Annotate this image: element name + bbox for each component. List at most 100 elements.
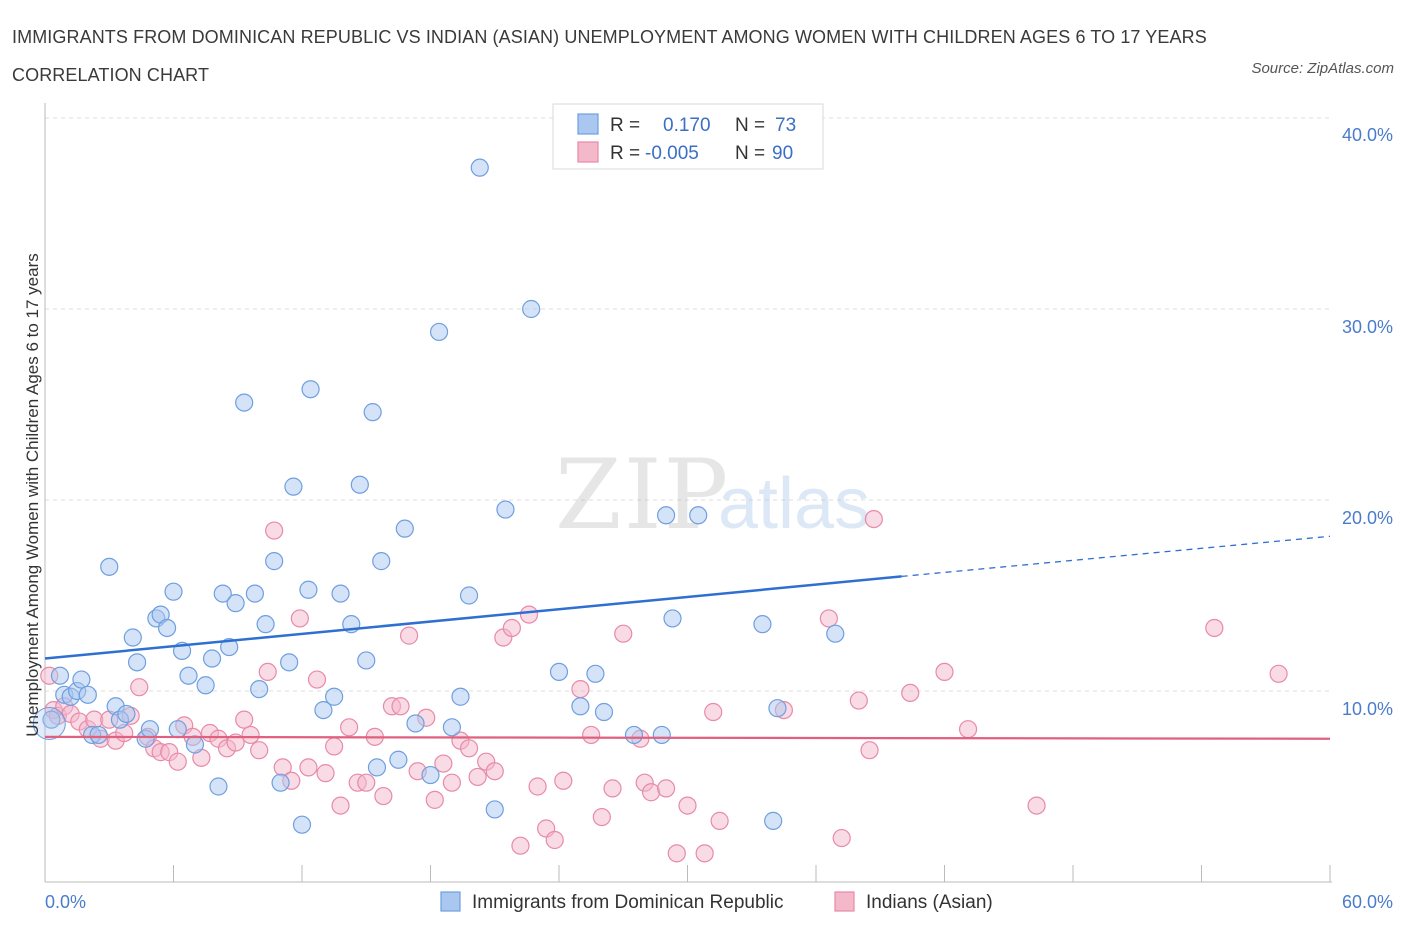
dominican-point: [140, 720, 160, 739]
indians-point: [528, 777, 547, 796]
dominican-point: [32, 706, 66, 740]
indians-point: [1205, 618, 1224, 638]
indians-point: [250, 741, 269, 760]
watermark-atlas: atlas: [718, 464, 870, 544]
dominican-point: [314, 700, 333, 720]
dominican-point: [363, 403, 382, 422]
legend-n-value-2: 90: [772, 143, 793, 164]
indians-point: [1269, 664, 1288, 683]
dominican-point: [168, 720, 187, 739]
dominican-point: [117, 704, 136, 724]
y-tick-label: 10.0%: [1342, 699, 1393, 719]
dominican-point: [367, 758, 387, 777]
indians-point: [614, 624, 633, 643]
dominican-point: [594, 702, 614, 722]
dominican-point: [235, 393, 254, 412]
dominican-point: [652, 725, 671, 745]
indians-point: [1027, 796, 1046, 815]
dominican-point: [421, 765, 440, 785]
dominican-point: [213, 584, 232, 603]
indians-point: [849, 691, 868, 710]
indians-point: [656, 779, 676, 798]
legend-n-value-1: 73: [775, 115, 796, 136]
indians-point: [511, 836, 530, 855]
dominican-point: [299, 580, 318, 599]
indians-point: [226, 733, 245, 752]
indians-point: [545, 830, 564, 850]
axes: [44, 103, 1332, 883]
dominican-point: [127, 653, 147, 672]
dominican-point: [372, 552, 391, 571]
dominican-point: [220, 637, 239, 657]
y-tick-labels: 10.0% 20.0% 30.0% 40.0%: [1342, 125, 1393, 719]
dominican-point: [764, 811, 783, 830]
dominican-point: [179, 666, 198, 685]
y-tick-label: 20.0%: [1342, 508, 1393, 528]
indians-point: [299, 758, 318, 777]
indians-point: [168, 752, 187, 771]
indians-point: [340, 718, 359, 737]
dominican-point: [325, 687, 344, 706]
dominican-point: [485, 800, 504, 819]
dominican-point: [586, 664, 605, 683]
dominican-point: [624, 725, 644, 745]
series-dominican-points: [32, 158, 845, 834]
dominican-point: [470, 158, 489, 177]
dominican-point: [78, 685, 97, 704]
indians-point: [485, 762, 504, 781]
series-legend: Immigrants from Dominican Republic India…: [440, 891, 993, 913]
indians-point: [391, 697, 410, 716]
dominican-point: [250, 679, 269, 699]
trend-lines: [44, 535, 1331, 740]
indians-point: [425, 790, 444, 809]
watermark-zip: ZIP: [555, 439, 730, 551]
dominican-point: [72, 670, 91, 689]
dominican-point: [301, 380, 320, 399]
legend-swatch-blue: [577, 113, 599, 135]
watermark: ZIP atlas: [555, 439, 870, 551]
indians-point: [399, 626, 419, 645]
indians-point: [710, 811, 729, 830]
dominican-point: [496, 500, 515, 519]
dominican-point: [196, 676, 215, 695]
dominican-point: [656, 506, 676, 525]
indians-point: [667, 844, 686, 863]
dominican-point: [89, 725, 108, 745]
indians-point: [832, 828, 851, 848]
dominican-point: [406, 714, 425, 733]
indians-point: [502, 618, 521, 638]
dominican-point: [280, 653, 299, 672]
indians-point: [860, 741, 879, 760]
indians-point: [603, 779, 622, 798]
legend-r-value-2: -0.005: [645, 143, 699, 164]
dominican-point: [331, 584, 350, 603]
dominican-point: [265, 552, 284, 571]
dominican-point: [292, 815, 312, 834]
dominican-point: [209, 777, 228, 796]
dominican-point: [442, 718, 462, 737]
y-tick-label: 30.0%: [1342, 317, 1393, 337]
indians-point: [331, 796, 350, 815]
dominican-point: [395, 519, 414, 538]
bottom-legend-series1: Immigrants from Dominican Republic: [472, 892, 784, 913]
y-axis-label: Unemployment Among Women with Children A…: [23, 253, 42, 737]
dominican-point: [459, 586, 479, 605]
legend-n-label-1: N =: [735, 115, 765, 136]
dominican-point: [202, 649, 222, 668]
correlation-legend: R = 0.170 N = 73 R = -0.005 N = 90: [552, 103, 824, 170]
indians-point: [582, 725, 601, 745]
dominican-point: [451, 687, 470, 706]
dominican-point: [429, 322, 449, 342]
indians-point: [258, 662, 277, 682]
legend-r-value-1: 0.170: [663, 115, 711, 136]
indians-point: [519, 605, 539, 624]
legend-r-label-2: R =: [610, 143, 640, 164]
dominican-point: [663, 609, 682, 628]
legend-n-label-2: N =: [735, 143, 765, 164]
indians-point: [241, 725, 260, 745]
dominican-point: [826, 624, 845, 643]
dominican-point: [389, 750, 408, 769]
indians-point: [958, 720, 978, 739]
indians-point: [468, 767, 487, 787]
